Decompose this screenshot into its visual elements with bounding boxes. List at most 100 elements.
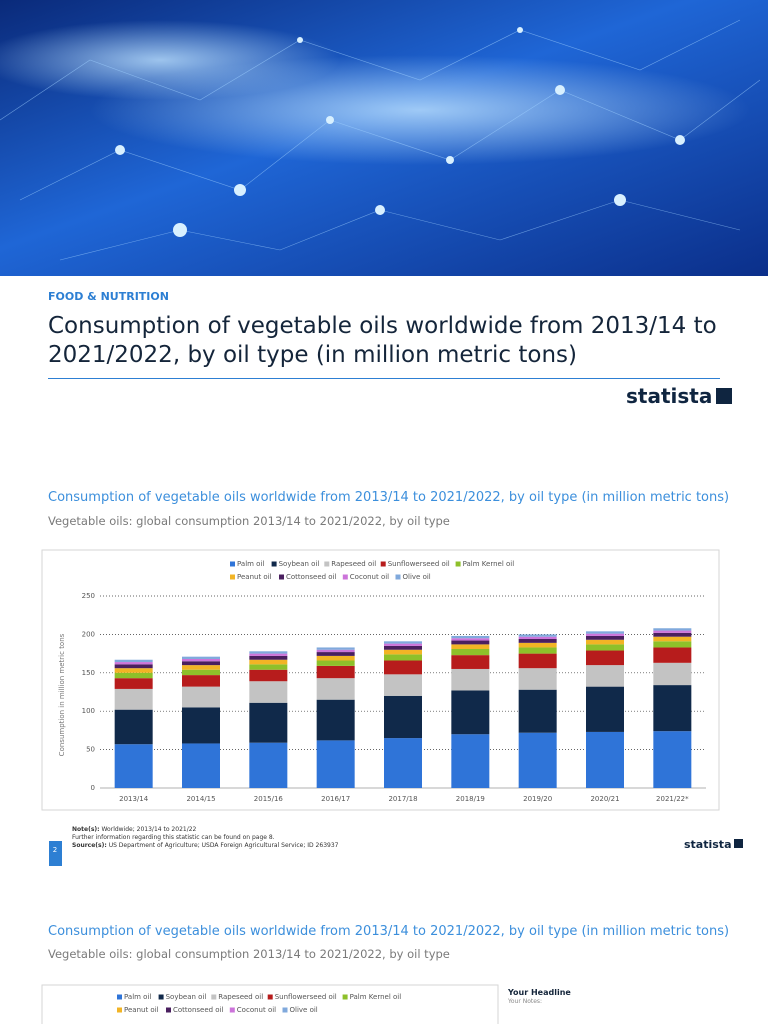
bar-segment	[182, 658, 220, 662]
bar-segment	[451, 638, 490, 641]
bar-segment	[586, 650, 624, 666]
bar-segment	[586, 631, 624, 634]
legend-swatch	[229, 1007, 235, 1013]
bar-segment	[182, 656, 220, 659]
divider	[48, 378, 720, 379]
bar-segment	[653, 685, 692, 732]
bar-segment	[451, 644, 490, 649]
bar-segment	[316, 660, 355, 666]
bar-segment	[653, 628, 692, 631]
bar-segment	[384, 738, 422, 788]
footer-logo-text: statista	[684, 838, 732, 851]
bar-segment	[316, 665, 355, 679]
bar-segment	[384, 695, 422, 739]
bar-segment	[653, 636, 692, 642]
notes-text: Worldwide; 2013/14 to 2021/22	[101, 826, 197, 833]
bar-segment	[316, 652, 355, 656]
bar-segment	[249, 655, 288, 660]
bar-segment	[586, 686, 624, 732]
chart-frame	[41, 549, 720, 811]
y-tick-label: 150	[82, 669, 95, 677]
bar-segment	[114, 709, 153, 745]
legend-label: Soybean oil	[166, 993, 207, 1001]
bar-segment	[586, 635, 624, 640]
logo-text: statista	[626, 384, 713, 408]
bar-segment	[586, 639, 624, 645]
legend-swatch	[395, 574, 401, 580]
bar-segment	[518, 639, 557, 643]
bar-segment	[653, 647, 692, 663]
x-tick-label: 2013/14	[119, 795, 149, 803]
bar-segment	[182, 675, 220, 687]
bar-segment	[114, 678, 153, 689]
bar-segment	[114, 664, 153, 669]
chart-subtitle: Vegetable oils: global consumption 2013/…	[48, 514, 450, 528]
legend-swatch	[117, 994, 122, 1000]
bar-segment	[384, 649, 422, 655]
x-tick-label: 2021/22*	[656, 795, 689, 803]
chart-title-2: Consumption of vegetable oils worldwide …	[48, 924, 730, 939]
bar-segment	[384, 641, 422, 644]
x-tick-label: 2016/17	[321, 795, 350, 803]
category: FOOD & NUTRITION	[48, 290, 169, 303]
legend-swatch	[342, 994, 348, 1000]
bar-segment	[249, 742, 288, 788]
bar-segment	[249, 651, 288, 654]
bar-segment	[182, 669, 220, 676]
bar-segment	[316, 678, 355, 700]
legend-swatch	[166, 1007, 171, 1013]
source-text: US Department of Agriculture; USDA Forei…	[108, 842, 339, 849]
legend-label: Palm oil	[124, 993, 151, 1001]
bar-segment	[653, 630, 692, 633]
bar-segment	[518, 636, 557, 640]
logo: statista	[626, 384, 733, 408]
chart-title: Consumption of vegetable oils worldwide …	[48, 490, 730, 505]
footer-logo: statista	[684, 838, 743, 851]
bar-segment	[384, 660, 422, 675]
x-tick-label: 2014/15	[186, 795, 215, 803]
bar-segment	[451, 690, 490, 735]
bar-segment	[182, 707, 220, 744]
legend-label: Sunflowerseed oil	[388, 560, 450, 568]
bar-segment	[653, 662, 692, 686]
legend-swatch	[380, 561, 386, 567]
bar-segment	[518, 668, 557, 690]
bar-segment	[384, 645, 422, 650]
bar-segment	[586, 644, 624, 651]
bar-segment	[182, 743, 220, 788]
bar-segment	[586, 633, 624, 636]
legend-label: Olive oil	[290, 1006, 318, 1014]
bar-segment	[586, 665, 624, 687]
notes: Note(s): Worldwide; 2013/14 to 2021/22 F…	[72, 826, 338, 850]
legend-label: Peanut oil	[237, 573, 272, 581]
y-tick-label: 100	[82, 707, 95, 715]
bar-segment	[249, 659, 288, 665]
bar-segment	[114, 659, 153, 663]
x-tick-label: 2019/20	[523, 795, 552, 803]
legend-label: Sunflowerseed oil	[275, 993, 337, 1001]
legend-swatch	[158, 994, 164, 1000]
source-label: Source(s):	[72, 842, 107, 849]
bar-segment	[114, 744, 153, 788]
bar-segment	[316, 655, 355, 661]
bar-segment	[451, 635, 490, 639]
legend-swatch	[342, 574, 348, 580]
x-tick-label: 2015/16	[254, 795, 284, 803]
bar-segment	[451, 734, 490, 788]
bar-segment	[114, 688, 153, 710]
x-tick-label: 2017/18	[388, 795, 417, 803]
page-badge	[49, 841, 62, 866]
chart-subtitle-2: Vegetable oils: global consumption 2013/…	[48, 947, 450, 961]
legend-swatch	[211, 994, 217, 1000]
legend-swatch	[282, 1007, 288, 1013]
bar-segment	[384, 643, 422, 646]
y-tick-label: 50	[86, 746, 95, 754]
bar-segment	[114, 668, 153, 673]
legend-swatch	[455, 561, 461, 567]
notes-label: Note(s):	[72, 826, 100, 833]
bar-segment	[316, 740, 355, 788]
legend-label: Rapeseed oil	[331, 560, 376, 568]
x-tick-label: 2020/21	[590, 795, 619, 803]
